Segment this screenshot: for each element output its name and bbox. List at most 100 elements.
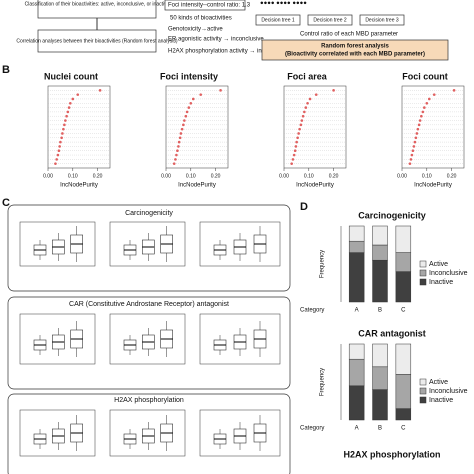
dot (199, 93, 203, 96)
dot (314, 93, 318, 96)
legend-label: Inconclusive (429, 388, 468, 395)
legend-swatch (419, 378, 427, 386)
flow-text: Foci intensity--control ratio: 1.3 (168, 3, 251, 9)
x-axis-label: IncNodePurity (60, 183, 98, 189)
legend-label: Active (429, 379, 448, 386)
boxplots (19, 221, 281, 457)
plot-frame (19, 313, 96, 365)
x-tick-label: 0.10 (422, 173, 432, 179)
bar-segment (372, 366, 388, 390)
bar-segment (372, 259, 388, 303)
flow-text: Correlation analyses between their bioac… (16, 38, 178, 44)
bar-segment (395, 271, 412, 303)
bar-segment (395, 343, 412, 375)
legend-swatch (419, 278, 427, 286)
panel-label: C (2, 197, 10, 209)
x-axis-label: IncNodePurity (414, 183, 452, 189)
flow-text: ER agonistic activity → inconclusive (168, 37, 264, 43)
dot (416, 127, 420, 131)
flow-dots: ●●●● ●●●● ●●●● (260, 1, 307, 7)
plot-frame (199, 313, 281, 365)
dot (415, 132, 419, 135)
flow-box (255, 14, 301, 26)
legend-label: Inactive (429, 397, 453, 404)
legend-label: Active (429, 261, 448, 268)
flow-text: Control ratio of each MBD parameter (300, 32, 398, 38)
dot (294, 145, 298, 148)
dot (76, 93, 80, 96)
x-tick-label: 0.00 (43, 173, 53, 179)
dot (417, 123, 421, 127)
chart-title: CAR antagonist (358, 328, 426, 338)
legend-swatch (419, 387, 427, 395)
dot (54, 162, 57, 165)
dot (452, 89, 456, 92)
flow-text: Random forest analysis (321, 44, 389, 50)
dot (303, 110, 306, 114)
plot-frame (199, 409, 281, 457)
plot-frame (165, 85, 229, 169)
dot (180, 127, 184, 131)
bar-segment (395, 408, 412, 421)
bar-segment (348, 343, 365, 360)
flow-text: H2AX phosphorylation activity → inactive (168, 49, 278, 55)
flow-text: Decision tree 2 (313, 17, 347, 23)
dot (410, 153, 414, 157)
flow-box (261, 39, 449, 61)
plot-frame (109, 409, 186, 457)
dot (183, 119, 186, 122)
chart-title: Foci area (287, 71, 328, 81)
subpanel-title: H2AX phosphorylation (114, 397, 184, 404)
dot (412, 145, 416, 148)
dot (59, 140, 62, 144)
x-tick-label: 0.20 (329, 173, 339, 179)
dot (421, 110, 425, 114)
x-tick-label: B (378, 308, 382, 314)
dot (432, 93, 436, 96)
legend-label: Inactive (429, 279, 453, 286)
dot (293, 149, 297, 153)
dot (295, 140, 298, 144)
bar-segment (372, 225, 388, 246)
dot (427, 97, 431, 101)
dot (66, 110, 70, 114)
x-axis-label: IncNodePurity (178, 183, 216, 189)
dot (420, 114, 423, 118)
dot (65, 114, 68, 118)
subpanel-title: Carcinogenicity (125, 210, 173, 217)
dot (177, 140, 181, 144)
dot (296, 136, 299, 140)
dot (418, 119, 422, 122)
y-axis-label: Frequency (320, 368, 326, 396)
plot-frame (401, 85, 465, 169)
chart-title: Foci count (402, 71, 448, 81)
dot (411, 149, 415, 153)
dot (69, 101, 72, 105)
x-tick-label: 0.20 (447, 173, 457, 179)
dot (306, 101, 309, 105)
dot (61, 132, 64, 135)
dot (219, 89, 222, 92)
dot (57, 149, 61, 153)
x-axis-label: Category (300, 308, 324, 314)
plot-frame (19, 409, 96, 457)
flow-box (359, 14, 405, 26)
x-tick-label: C (401, 308, 406, 314)
plot-frame (109, 313, 186, 365)
bar-segment (372, 343, 388, 368)
flow-text: Decision tree 1 (261, 17, 295, 23)
dot (423, 106, 426, 109)
bar-segment (348, 252, 365, 303)
bar-segment (395, 252, 412, 272)
x-tick-label: 0.10 (304, 173, 314, 179)
dot (425, 101, 429, 105)
flow-box (164, 0, 246, 11)
legend-swatch (419, 260, 427, 268)
chart-title: Nuclei count (44, 71, 98, 81)
dot (98, 89, 102, 92)
dot (408, 162, 412, 165)
dot (297, 132, 300, 135)
x-tick-label: 0.00 (397, 173, 407, 179)
